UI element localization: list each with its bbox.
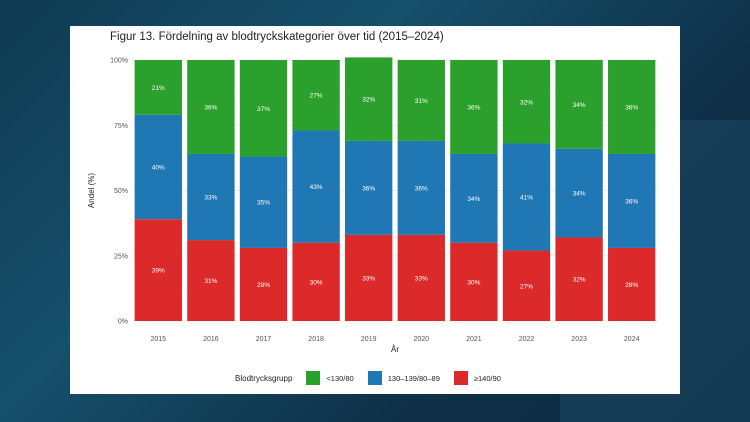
legend-item: ≥140/90	[453, 371, 501, 385]
bar-data-label: 36%	[467, 104, 480, 111]
legend: Blodtrycksgrupp <130/80 130–139/80–89 ≥140…	[70, 370, 680, 386]
bar-segment	[450, 242, 498, 321]
bar-segment	[239, 60, 288, 157]
y-tick-label: 75%	[114, 123, 128, 130]
bar-data-label: 37%	[257, 106, 270, 113]
bar-segment	[292, 130, 340, 243]
y-axis-title: Andel (%)	[87, 173, 96, 208]
x-tick-label: 2019	[361, 336, 377, 343]
bar-data-label: 32%	[573, 277, 586, 284]
legend-label: ≥140/90	[473, 373, 501, 383]
bar-data-label: 36%	[362, 185, 375, 192]
bar-data-label: 21%	[152, 85, 165, 92]
bar-data-label: 30%	[467, 279, 480, 286]
chart-card: Figur 13. Fördelning av blodtryckskatego…	[70, 26, 680, 394]
stacked-bar-chart: 0% 25% 50% 75% 100% 39% 40% 21% 2015 31% 33% 36% 201…	[87, 57, 658, 354]
x-tick-label: 2018	[308, 336, 324, 343]
bar-data-label: 36%	[415, 185, 428, 192]
bar-segment	[292, 60, 340, 131]
bar-segment	[187, 60, 235, 154]
bar-data-label: 32%	[362, 97, 375, 104]
bar-segment	[502, 250, 551, 321]
bar-data-label: 40%	[152, 165, 165, 172]
bar-data-label: 28%	[257, 282, 270, 289]
bar-segment	[555, 237, 603, 321]
bar-segment	[134, 114, 182, 220]
legend-item: <130/80	[306, 371, 354, 385]
bar-data-label: 27%	[310, 93, 323, 100]
bar-segment	[555, 148, 603, 238]
bar-data-label: 34%	[573, 191, 586, 198]
legend-swatch	[367, 371, 382, 385]
bar-segment	[187, 153, 235, 241]
bar-data-label: 36%	[625, 104, 638, 111]
y-tick-label: 25%	[114, 253, 128, 260]
bar-segment	[134, 60, 182, 115]
bar-segment	[608, 60, 656, 154]
bar-segment	[239, 156, 288, 248]
x-axis-title: År	[391, 345, 399, 354]
legend-label: 130–139/80–89	[387, 373, 440, 383]
bar-data-label: 39%	[152, 268, 165, 275]
bar-segment	[502, 143, 551, 251]
bar-data-label: 34%	[467, 196, 480, 203]
bar-segment	[397, 140, 445, 235]
bar-segment	[397, 60, 445, 141]
bar-data-label: 27%	[520, 283, 533, 290]
x-tick-label: 2017	[256, 336, 272, 343]
legend-swatch	[453, 371, 468, 385]
x-tick-label: 2015	[151, 336, 167, 343]
bar-data-label: 34%	[573, 102, 586, 109]
bar-segment	[450, 153, 498, 243]
bar-segment	[292, 242, 340, 321]
bar-segment	[134, 219, 182, 321]
legend-swatch	[306, 371, 321, 385]
bar-segment	[239, 247, 288, 321]
bar-data-label: 36%	[204, 104, 217, 111]
bar-segment	[450, 60, 498, 154]
bar-segment	[502, 60, 551, 144]
legend-label: <130/80	[326, 373, 354, 383]
bar-data-label: 31%	[204, 278, 217, 285]
y-tick-label: 100%	[110, 58, 128, 65]
bar-data-label: 28%	[625, 282, 638, 289]
legend-title: Blodtrycksgrupp	[235, 373, 293, 383]
x-tick-label: 2022	[519, 336, 535, 343]
bar-data-label: 33%	[362, 275, 375, 282]
bar-data-label: 33%	[204, 195, 217, 202]
bar-data-label: 31%	[415, 98, 428, 105]
x-tick-label: 2016	[203, 336, 219, 343]
y-tick-label: 0%	[118, 319, 128, 326]
bar-segment	[345, 234, 393, 321]
bar-segment	[345, 57, 393, 141]
bar-data-label: 30%	[310, 279, 323, 286]
chart-title: Figur 13. Fördelning av blodtryckskatego…	[110, 31, 444, 43]
y-tick-label: 50%	[114, 188, 128, 195]
bar-segment	[555, 60, 603, 149]
x-tick-label: 2021	[466, 336, 482, 343]
legend-item: 130–139/80–89	[367, 371, 440, 385]
x-tick-label: 2024	[624, 336, 640, 343]
bar-data-label: 32%	[520, 99, 533, 106]
bar-data-label: 35%	[257, 200, 270, 207]
bar-data-label: 33%	[415, 275, 428, 282]
bar-segment	[345, 140, 393, 235]
x-tick-label: 2020	[414, 336, 430, 343]
bar-segment	[608, 153, 656, 248]
bar-segment	[397, 234, 445, 321]
bar-data-label: 41%	[520, 195, 533, 202]
x-tick-label: 2023	[571, 336, 587, 343]
bar-segment	[608, 247, 656, 321]
bar-data-label: 43%	[310, 184, 323, 191]
bar-data-label: 36%	[625, 198, 638, 205]
bar-segment	[187, 240, 235, 321]
